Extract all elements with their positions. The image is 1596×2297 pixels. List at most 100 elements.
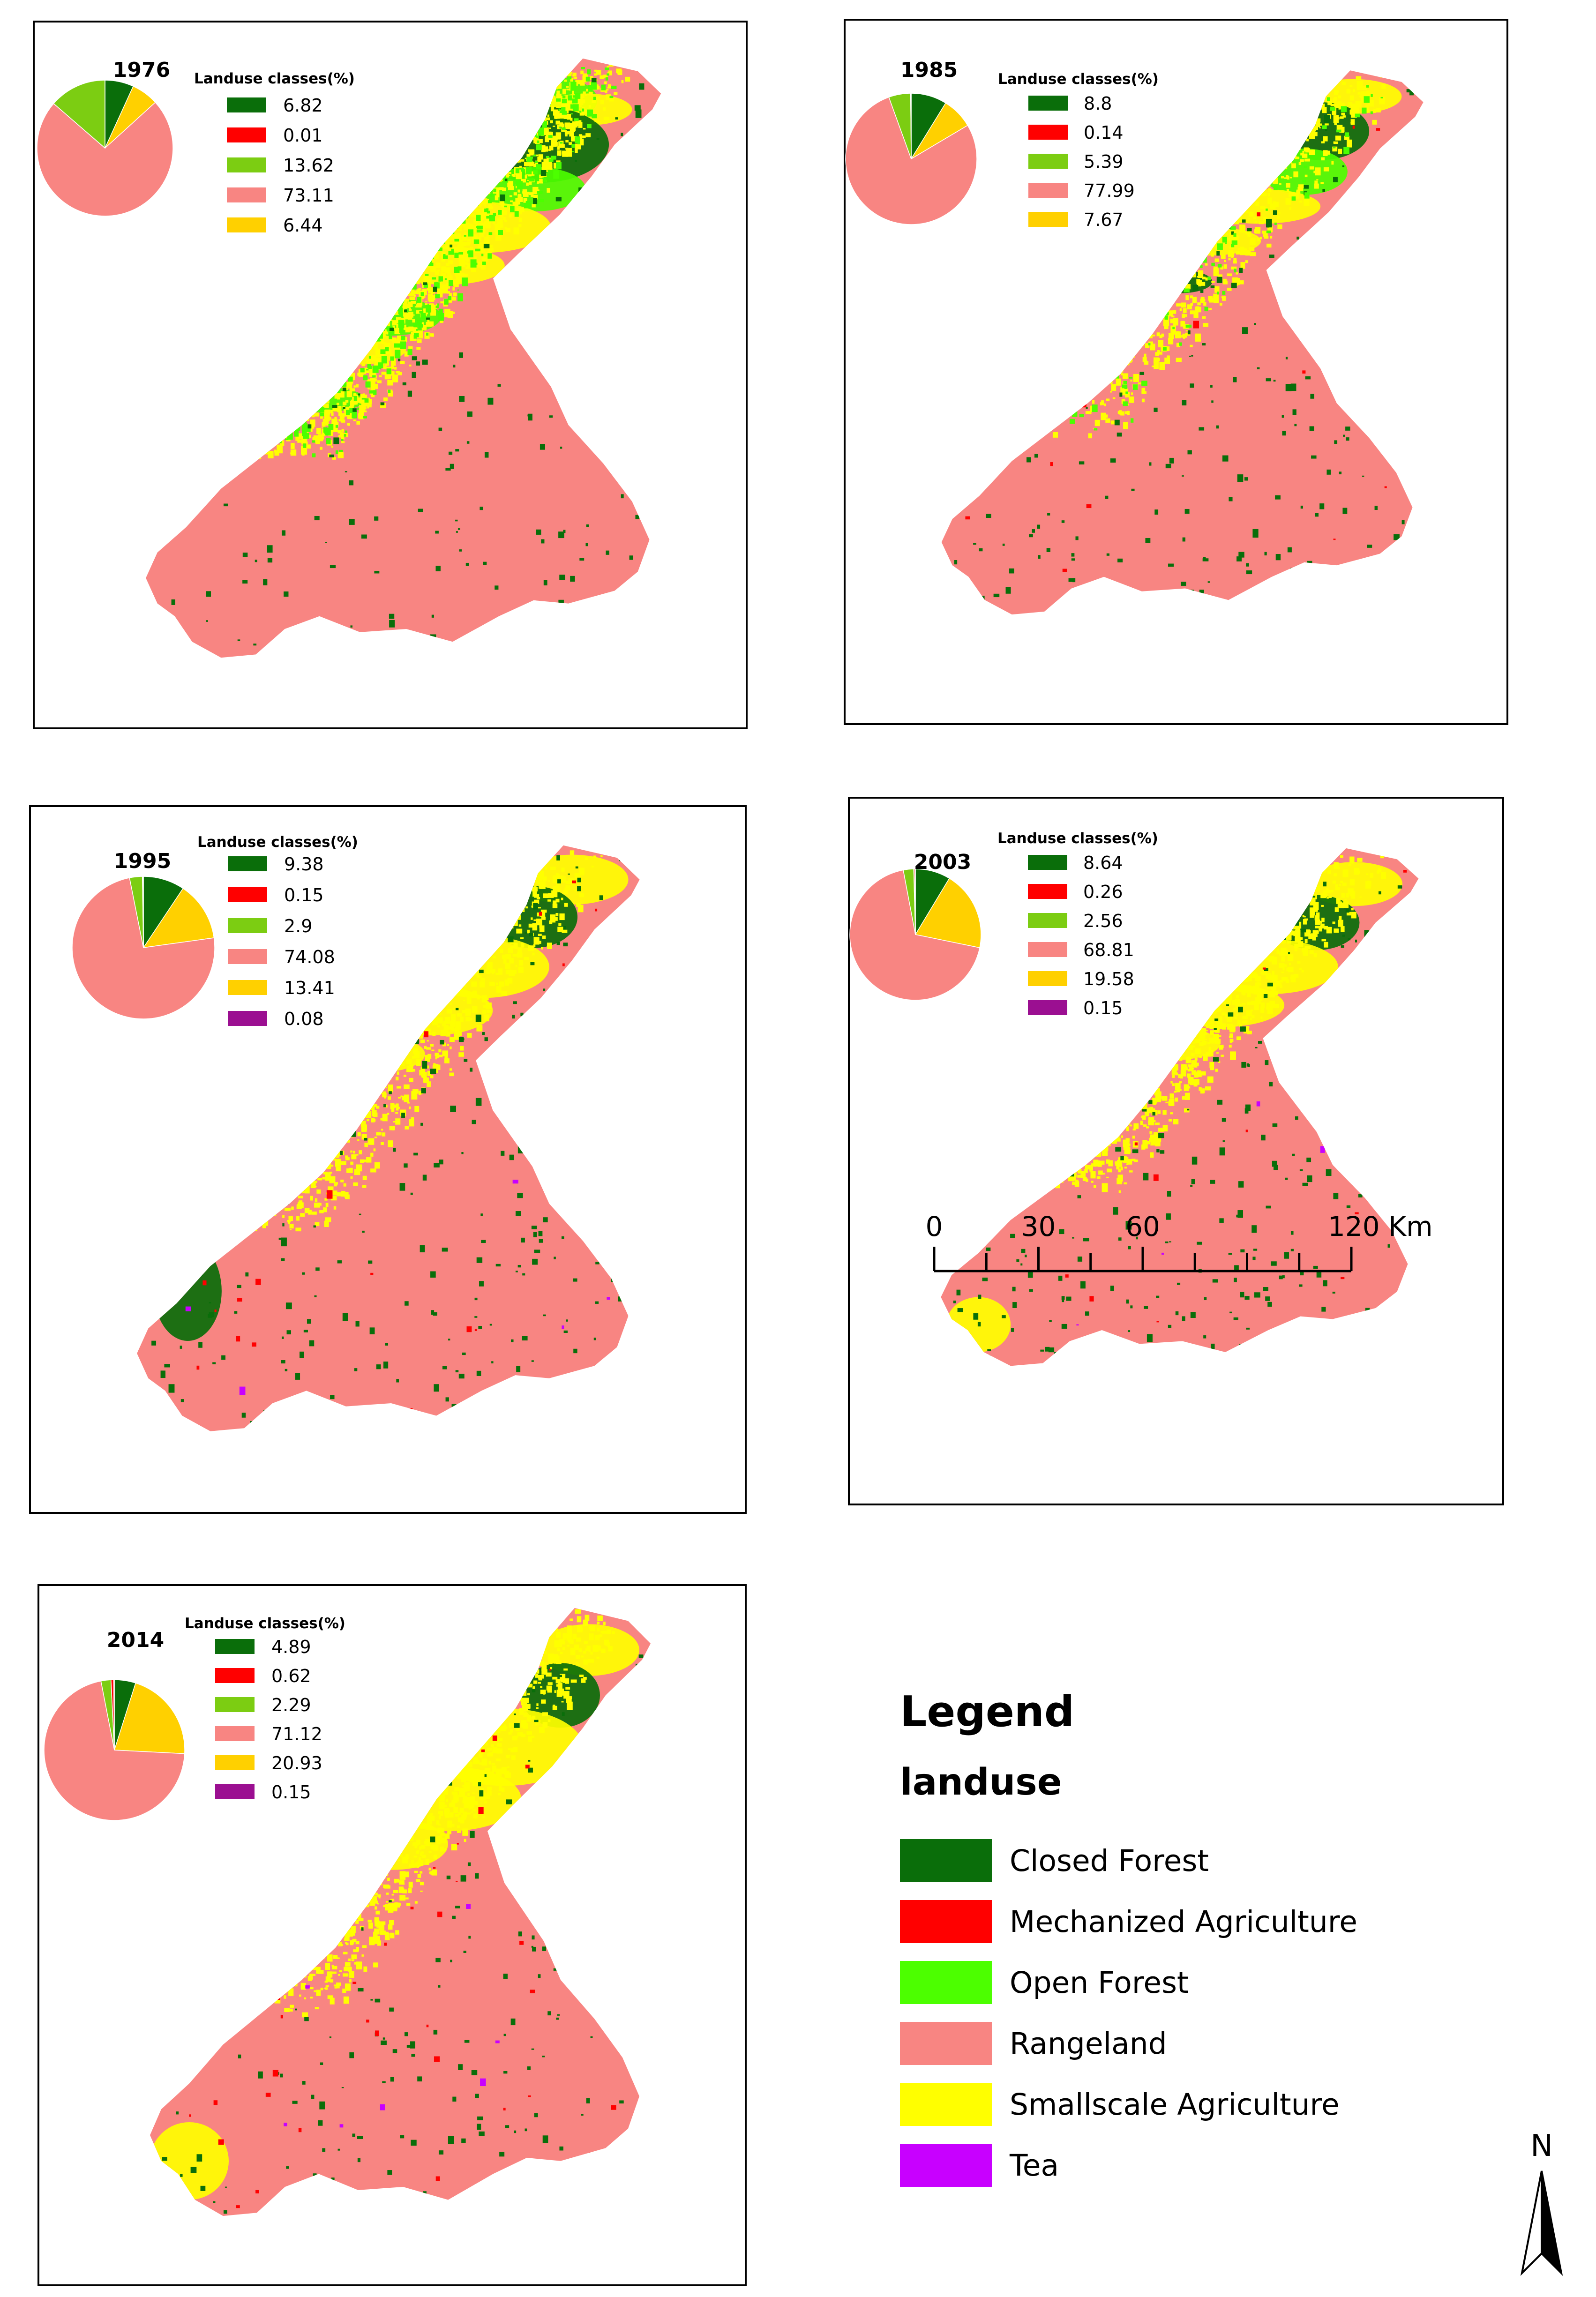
- map-panel-1995: 1995 Landuse classes(%) 9.38 0.15 2.9 74.08 13…: [29, 805, 747, 1514]
- map-panel-1976: 1976 Landuse classes(%) 6.82 0.01 13.62 73.11…: [33, 21, 748, 729]
- landuse-classes-title-1976: Landuse classes(%): [194, 70, 355, 87]
- value-label-mechanized-agriculture-2003: 0.26: [1083, 882, 1123, 902]
- pie-slice-closed-forest-1995: [143, 876, 184, 949]
- value-label-closed-forest-2014: 4.89: [271, 1637, 311, 1657]
- value-swatch-open-forest-2014: [215, 1697, 255, 1712]
- north-arrow-right-half: [1541, 2170, 1563, 2276]
- pie-slice-rangeland-2014: [44, 1680, 185, 1821]
- map-panel-2003: 2003 Landuse classes(%) 8.64 0.26 2.56 68.81 1…: [848, 797, 1504, 1505]
- value-swatch-mechanized-agriculture-2014: [215, 1668, 255, 1683]
- value-label-open-forest-1985: 5.39: [1084, 151, 1124, 172]
- legend-swatch-tea: [900, 2144, 992, 2187]
- value-swatch-closed-forest-2014: [215, 1639, 255, 1654]
- value-swatch-smallscale-agriculture-2014: [215, 1755, 255, 1770]
- value-swatch-smallscale-agriculture-2003: [1028, 971, 1067, 986]
- map-svg-2014: 2014 Landuse classes(%) 4.89 0.62 2.29 71.12 2…: [44, 1608, 651, 2216]
- value-swatch-rangeland-2014: [215, 1726, 255, 1741]
- value-swatch-tea-2014: [215, 1784, 255, 1799]
- value-label-tea-1995: 0.08: [284, 1009, 324, 1029]
- pie-slice-smallscale-agriculture-2003: [914, 878, 982, 949]
- value-label-smallscale-agriculture-1976: 6.44: [283, 215, 323, 236]
- value-label-tea-2014: 0.15: [271, 1782, 311, 1803]
- pie-chart-1995: [72, 876, 215, 1019]
- legend-item-closed-forest: Closed Forest: [900, 1837, 1209, 1884]
- scale-bar-label: 30: [1021, 1211, 1056, 1242]
- legend-swatch-rangeland: [900, 2022, 992, 2065]
- value-swatch-rangeland-2003: [1028, 942, 1067, 957]
- pie-chart-2014: [44, 1679, 185, 1821]
- value-swatch-smallscale-agriculture-1995: [228, 980, 267, 995]
- value-swatch-closed-forest-2003: [1028, 855, 1067, 870]
- value-label-mechanized-agriculture-1995: 0.15: [284, 885, 324, 905]
- scale-bar-label: 120 Km: [1328, 1211, 1433, 1242]
- landuse-classes-title-2014: Landuse classes(%): [185, 1615, 345, 1632]
- value-label-open-forest-1976: 13.62: [283, 155, 334, 176]
- value-label-rangeland-1995: 74.08: [284, 947, 335, 967]
- pie-slice-smallscale-agriculture-2014: [113, 1683, 185, 1754]
- map-panel-2014: 2014 Landuse classes(%) 4.89 0.62 2.29 71.12 2…: [37, 1584, 747, 2286]
- legend-label-smallscale-agriculture: Smallscale Agriculture: [1010, 2087, 1340, 2122]
- value-swatch-mechanized-agriculture-2003: [1028, 884, 1067, 899]
- value-label-rangeland-2014: 71.12: [271, 1724, 322, 1744]
- pie-slice-rangeland-2003: [849, 869, 981, 1001]
- map-svg-1976: 1976 Landuse classes(%) 6.82 0.01 13.62 73.11…: [37, 58, 661, 658]
- value-label-open-forest-2003: 2.56: [1083, 911, 1123, 931]
- year-title-2003: 2003: [914, 850, 971, 874]
- value-swatch-open-forest-1985: [1028, 154, 1068, 169]
- value-swatch-open-forest-2003: [1028, 913, 1067, 928]
- value-swatch-closed-forest-1976: [227, 97, 266, 112]
- landuse-classes-title-1995: Landuse classes(%): [197, 834, 358, 851]
- legend-item-open-forest: Open Forest: [900, 1959, 1189, 2006]
- value-label-open-forest-2014: 2.29: [271, 1695, 311, 1715]
- pie-slice-smallscale-agriculture-1995: [142, 888, 215, 948]
- north-arrow-left-half: [1520, 2170, 1543, 2276]
- value-label-smallscale-agriculture-2014: 20.93: [271, 1753, 322, 1773]
- legend-label-rangeland: Rangeland: [1010, 2026, 1167, 2061]
- value-label-rangeland-2003: 68.81: [1083, 940, 1134, 960]
- legend-title: Legend: [900, 1687, 1075, 1736]
- legend-item-tea: Tea: [900, 2142, 1059, 2189]
- scale-bar: 0 30 60 120 Km: [926, 1211, 1433, 1272]
- legend-label-mechanized-agriculture: Mechanized Agriculture: [1010, 1904, 1358, 1939]
- legend-item-rangeland: Rangeland: [900, 2020, 1167, 2067]
- value-label-smallscale-agriculture-1985: 7.67: [1084, 209, 1124, 230]
- value-swatch-mechanized-agriculture-1985: [1028, 125, 1068, 140]
- value-label-mechanized-agriculture-1985: 0.14: [1084, 122, 1124, 143]
- value-swatch-rangeland-1995: [228, 949, 267, 964]
- pie-slice-rangeland-1985: [845, 97, 977, 225]
- map-svg-2003: 2003 Landuse classes(%) 8.64 0.26 2.56 68.81 1…: [849, 830, 1433, 1366]
- scale-bar-label: 0: [926, 1211, 943, 1242]
- value-label-tea-2003: 0.15: [1083, 998, 1123, 1018]
- scale-bar-label: 60: [1125, 1211, 1160, 1242]
- value-label-closed-forest-2003: 8.64: [1083, 853, 1123, 873]
- value-label-rangeland-1976: 73.11: [283, 185, 334, 206]
- legend-swatch-mechanized-agriculture: [900, 1900, 992, 1943]
- value-label-rangeland-1985: 77.99: [1084, 180, 1135, 201]
- year-title-1995: 1995: [114, 849, 171, 873]
- pie-slice-open-forest-1976: [53, 80, 105, 149]
- legend-item-smallscale-agriculture: Smallscale Agriculture: [900, 2081, 1340, 2128]
- value-swatch-smallscale-agriculture-1976: [227, 217, 266, 232]
- north-label: N: [1530, 2129, 1553, 2163]
- value-label-closed-forest-1985: 8.8: [1084, 93, 1112, 114]
- value-swatch-mechanized-agriculture-1995: [228, 887, 267, 902]
- landuse-classes-title-2003: Landuse classes(%): [997, 830, 1158, 847]
- pie-chart-1976: [37, 80, 173, 217]
- legend-subtitle: landuse: [900, 1761, 1062, 1803]
- value-label-smallscale-agriculture-1995: 13.41: [284, 978, 335, 998]
- value-swatch-smallscale-agriculture-1985: [1028, 212, 1068, 227]
- value-label-smallscale-agriculture-2003: 19.58: [1083, 969, 1134, 989]
- year-title-1976: 1976: [113, 58, 170, 82]
- map-svg-1995: 1995 Landuse classes(%) 9.38 0.15 2.9 74.08 13…: [72, 834, 640, 1431]
- landuse-classes-title-1985: Landuse classes(%): [998, 71, 1159, 88]
- legend-label-closed-forest: Closed Forest: [1010, 1843, 1209, 1878]
- value-swatch-mechanized-agriculture-1976: [227, 127, 266, 142]
- value-swatch-closed-forest-1985: [1028, 96, 1068, 111]
- value-swatch-open-forest-1976: [227, 157, 266, 172]
- north-arrow-icon: N: [1520, 2129, 1563, 2276]
- legend-swatch-smallscale-agriculture: [900, 2083, 992, 2126]
- legend-swatch-closed-forest: [900, 1839, 992, 1882]
- map-panel-1985: 1985 Landuse classes(%) 8.8 0.14 5.39 77.99 7.…: [844, 19, 1508, 725]
- value-label-open-forest-1995: 2.9: [284, 916, 312, 936]
- map-svg-1985: 1985 Landuse classes(%) 8.8 0.14 5.39 77.99 7.…: [845, 58, 1424, 615]
